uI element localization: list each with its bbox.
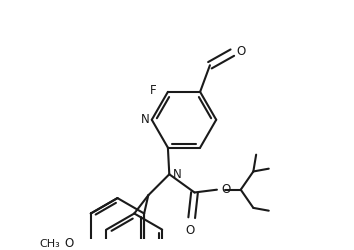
Text: O: O bbox=[186, 224, 195, 237]
Text: N: N bbox=[141, 113, 149, 126]
Text: F: F bbox=[150, 84, 157, 97]
Text: O: O bbox=[221, 182, 230, 196]
Text: N: N bbox=[173, 168, 181, 181]
Text: O: O bbox=[236, 45, 246, 58]
Text: CH₃: CH₃ bbox=[39, 239, 60, 249]
Text: O: O bbox=[65, 237, 74, 250]
